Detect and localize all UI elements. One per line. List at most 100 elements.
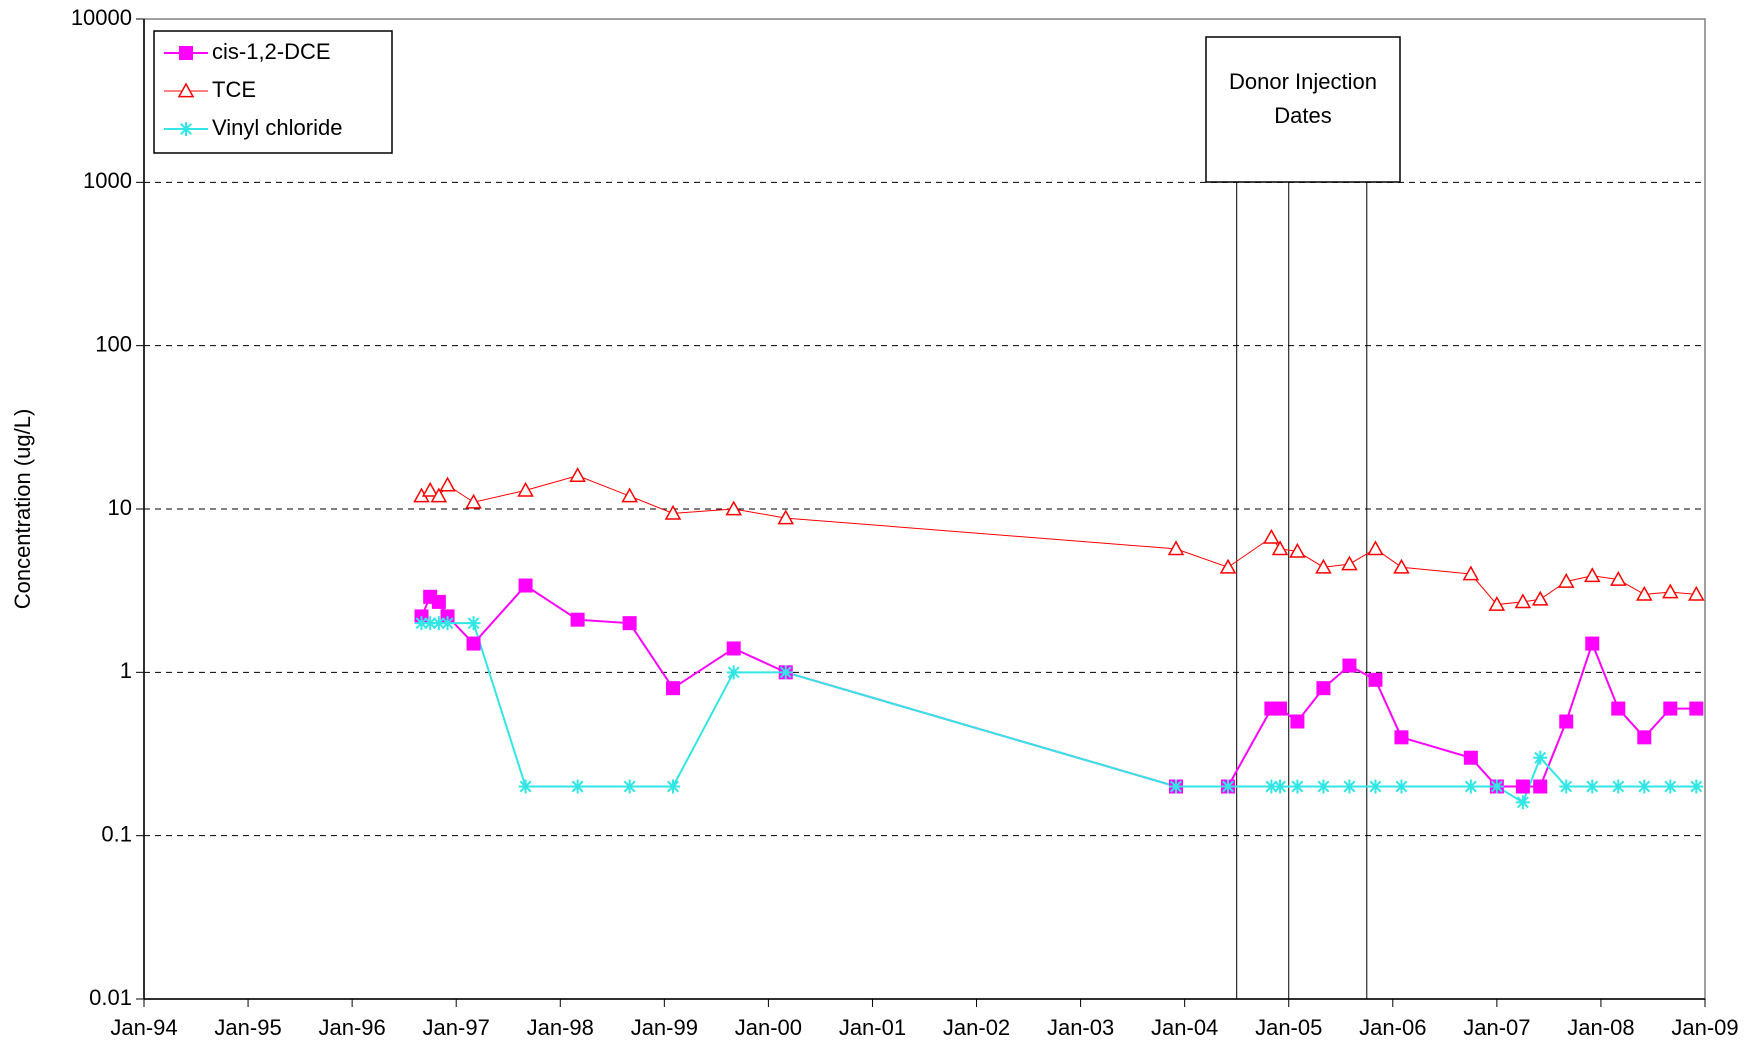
- marker: [1610, 570, 1627, 586]
- marker: [1463, 750, 1478, 765]
- y-tick-label: 0.01: [89, 985, 132, 1010]
- marker: [1273, 779, 1288, 794]
- marker: [518, 578, 533, 593]
- marker: [778, 665, 793, 680]
- x-tick-label: Jan-04: [1151, 1015, 1218, 1040]
- marker: [430, 487, 448, 503]
- marker: [1557, 572, 1575, 588]
- x-tick-label: Jan-96: [318, 1015, 385, 1040]
- marker: [1271, 540, 1289, 556]
- marker: [1263, 528, 1280, 544]
- marker: [1394, 779, 1409, 794]
- marker: [1663, 779, 1678, 794]
- marker: [725, 500, 742, 516]
- marker: [1488, 596, 1506, 611]
- marker: [1393, 558, 1410, 574]
- marker: [1367, 540, 1384, 556]
- series-line: [420, 584, 1697, 788]
- marker: [1585, 636, 1600, 651]
- y-tick-label: 10: [108, 495, 132, 520]
- y-tick-label: 1: [120, 658, 132, 683]
- x-tick-label: Jan-02: [943, 1015, 1010, 1040]
- marker: [570, 779, 585, 794]
- marker: [1489, 779, 1504, 794]
- marker: [179, 46, 193, 60]
- x-tick-label: Jan-97: [423, 1015, 490, 1040]
- marker: [177, 82, 195, 98]
- legend-label: Vinyl chloride: [212, 115, 342, 140]
- marker: [1394, 730, 1409, 745]
- marker: [1341, 555, 1358, 571]
- marker: [1264, 779, 1279, 794]
- x-tick-label: Jan-94: [110, 1015, 177, 1040]
- marker: [466, 616, 481, 631]
- x-tick-label: Jan-01: [839, 1015, 906, 1040]
- marker: [431, 616, 446, 631]
- x-tick-label: Jan-06: [1359, 1015, 1426, 1040]
- marker: [1290, 714, 1305, 729]
- marker: [1689, 701, 1704, 716]
- marker: [439, 476, 456, 492]
- x-tick-label: Jan-07: [1463, 1015, 1530, 1040]
- x-tick-label: Jan-09: [1671, 1015, 1738, 1040]
- annotation: Donor Injection Dates: [1229, 69, 1377, 128]
- x-tick-label: Jan-03: [1047, 1015, 1114, 1040]
- marker: [1559, 714, 1574, 729]
- y-tick-label: 0.1: [101, 821, 132, 846]
- marker: [1533, 779, 1548, 794]
- marker: [1515, 795, 1530, 810]
- marker: [431, 594, 446, 609]
- marker: [1316, 681, 1331, 696]
- marker: [1219, 558, 1237, 574]
- x-tick-label: Jan-95: [214, 1015, 281, 1040]
- marker: [569, 467, 586, 483]
- marker: [1368, 779, 1383, 794]
- x-tick-label: Jan-98: [527, 1015, 594, 1040]
- marker: [570, 612, 585, 627]
- x-tick-label: Jan-99: [631, 1015, 698, 1040]
- marker: [1663, 701, 1678, 716]
- marker: [1168, 779, 1183, 794]
- marker: [1315, 558, 1332, 574]
- marker: [1515, 779, 1530, 794]
- marker: [621, 487, 638, 503]
- marker: [1583, 567, 1601, 583]
- x-tick-label: Jan-08: [1567, 1015, 1634, 1040]
- marker: [1342, 658, 1357, 673]
- marker: [726, 665, 741, 680]
- y-tick-label: 100: [95, 331, 132, 356]
- marker: [179, 122, 193, 136]
- legend-box: [153, 30, 393, 154]
- y-axis-label: Concentration (ug/L): [10, 409, 35, 610]
- marker: [414, 616, 429, 631]
- marker: [1342, 779, 1357, 794]
- y-tick-label: 1000: [83, 168, 132, 193]
- marker: [1637, 779, 1652, 794]
- marker: [666, 779, 681, 794]
- x-tick-label: Jan-00: [735, 1015, 802, 1040]
- marker: [1221, 779, 1236, 794]
- legend-label: cis-1,2-DCE: [212, 39, 331, 64]
- marker: [1637, 730, 1652, 745]
- marker: [1289, 542, 1306, 558]
- marker: [622, 779, 637, 794]
- marker: [440, 616, 455, 631]
- marker: [1514, 593, 1532, 609]
- marker: [1688, 585, 1705, 601]
- marker: [777, 509, 795, 525]
- marker: [1462, 565, 1480, 581]
- marker: [1290, 779, 1305, 794]
- x-tick-label: Jan-05: [1255, 1015, 1322, 1040]
- marker: [1316, 779, 1331, 794]
- legend-label: TCE: [212, 77, 256, 102]
- marker: [1533, 750, 1548, 765]
- marker: [466, 636, 481, 651]
- legend: cis-1,2-DCE TCE Vinyl chloride: [153, 30, 393, 154]
- marker: [465, 493, 482, 509]
- marker: [622, 616, 637, 631]
- marker: [423, 616, 438, 631]
- marker: [664, 504, 682, 520]
- marker: [517, 481, 534, 497]
- marker: [1368, 672, 1383, 687]
